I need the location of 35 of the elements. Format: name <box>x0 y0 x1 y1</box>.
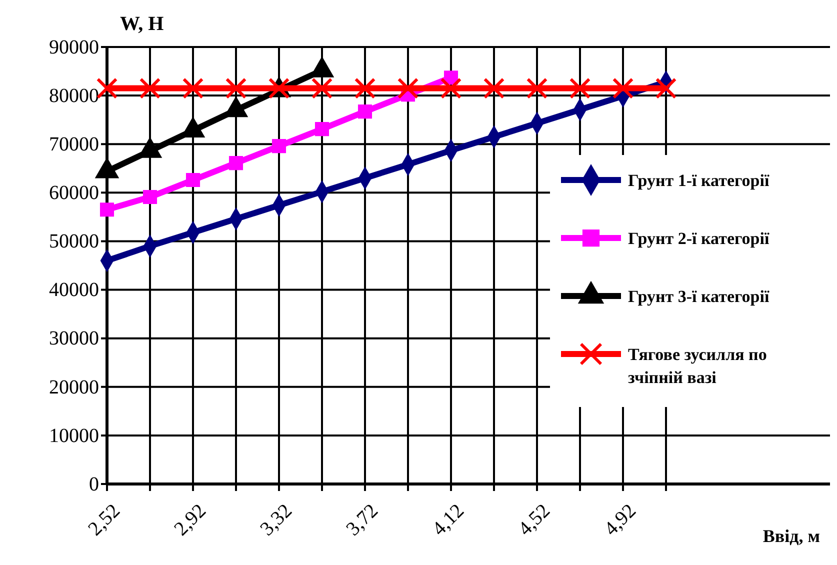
point <box>139 78 161 99</box>
y-tick-label: 30000 <box>49 328 99 350</box>
y-tick-label: 40000 <box>49 279 99 302</box>
x-tick-label: 2,52 <box>84 500 124 540</box>
y-tick-label: 60000 <box>49 182 99 204</box>
point <box>225 78 247 99</box>
point <box>354 78 376 99</box>
point <box>526 78 548 99</box>
legend-label: Тягове зусилля по зчіпній вазі <box>628 345 767 387</box>
y-tick-label: 20000 <box>49 376 99 398</box>
y-tick-label: 80000 <box>49 84 99 107</box>
y-tick-label: 70000 <box>49 134 99 156</box>
y-tick-label: 50000 <box>49 230 99 253</box>
y-tick-label: 90000 <box>49 36 99 58</box>
x-tick-label: 4,92 <box>600 500 640 540</box>
legend-label: Грунт 3-ї категорії <box>628 287 770 306</box>
point <box>483 78 505 99</box>
point <box>612 78 634 99</box>
point <box>440 78 462 99</box>
x-tick-label: 4,12 <box>428 500 468 540</box>
point <box>311 78 333 99</box>
x-tick-label: 3,72 <box>342 500 382 540</box>
legend-label: Грунт 2-ї категорії <box>628 229 770 248</box>
x-tick-label: 4,52 <box>514 500 554 540</box>
x-tick-label: 2,92 <box>170 500 210 540</box>
point <box>655 78 677 99</box>
y-tick-label: 10000 <box>49 424 99 447</box>
point <box>569 78 591 99</box>
point <box>182 78 204 99</box>
point <box>397 78 419 99</box>
y-tick-label: 0 <box>89 473 99 496</box>
y-axis-title: W, H <box>120 13 164 35</box>
legend-label: Грунт 1-ї категорії <box>628 171 770 190</box>
x-tick-label: 3,32 <box>256 500 296 540</box>
x-axis-title: Ввід, м <box>762 526 820 546</box>
